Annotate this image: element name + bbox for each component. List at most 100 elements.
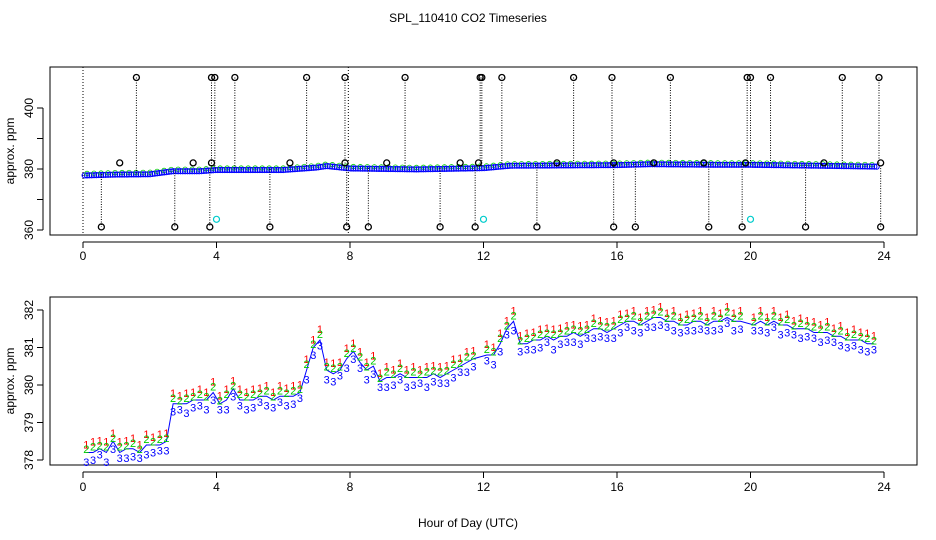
top-low-flag: [97, 223, 106, 231]
top-point: [499, 163, 506, 170]
bottom-point-series-2: 2: [290, 385, 296, 397]
bottom-point-series-1: 1: [844, 327, 850, 339]
top-point: [688, 161, 696, 168]
top-point: [693, 161, 700, 168]
top-point: [717, 161, 724, 168]
bottom-point-series-2: 2: [310, 339, 316, 351]
bottom-point-series-3: 3: [284, 401, 290, 413]
bottom-point-series-3: 3: [677, 328, 683, 340]
bottom-point-series-3: 3: [731, 326, 737, 338]
bottom-point-series-3: 3: [337, 371, 343, 383]
top-plot-frame: [49, 66, 918, 236]
bottom-point-series-1: 1: [457, 353, 463, 365]
bottom-point-series-3: 3: [437, 378, 443, 390]
top-point: [766, 161, 773, 169]
bottom-point-series-1: 1: [671, 305, 677, 317]
top-point: [618, 161, 626, 169]
bottom-point-series-2: 2: [858, 332, 864, 344]
bottom-point-series-2: 2: [230, 380, 236, 392]
top-point: [364, 165, 371, 172]
top-point: [434, 165, 441, 173]
bottom-point-series-3: 3: [657, 320, 663, 332]
bottom-point-series-1: 1: [824, 317, 830, 329]
top-point: [387, 165, 394, 173]
bottom-point-series-1: 1: [537, 324, 543, 336]
bottom-point-series-2: 2: [223, 389, 229, 401]
top-point: [280, 166, 287, 174]
bottom-point-series-1: 1: [324, 357, 330, 369]
bottom-point-series-2: 2: [424, 367, 430, 379]
bottom-point-series-2: 2: [464, 352, 470, 364]
bottom-point-series-1: 1: [277, 380, 283, 392]
top-point: [801, 162, 808, 169]
top-point: [784, 162, 791, 169]
bottom-point-series-3: 3: [497, 346, 503, 358]
top-point: [623, 161, 630, 168]
bottom-point-series-1: 1: [571, 319, 577, 331]
bottom-x-tick-label: 20: [744, 480, 758, 494]
bottom-point-series-1: 1: [150, 432, 156, 444]
bottom-point-series-1: 1: [337, 357, 343, 369]
top-point: [794, 162, 801, 169]
bottom-point-series-1: 1: [424, 362, 430, 374]
bottom-point-series-2: 2: [604, 322, 610, 334]
bottom-point-series-1: 1: [83, 439, 89, 451]
bottom-point-series-3: 3: [617, 328, 623, 340]
bottom-x-tick-label: 8: [347, 480, 354, 494]
top-point: [826, 162, 834, 170]
bottom-point-series-1: 1: [624, 308, 630, 320]
bottom-point-series-2: 2: [764, 317, 770, 329]
top-point: [226, 166, 233, 174]
top-point: [546, 162, 553, 169]
bottom-point-series-3: 3: [717, 324, 723, 336]
bottom-point-series-1: 1: [651, 304, 657, 316]
bottom-y-tick-label: 382: [22, 300, 36, 320]
bottom-point-series-2: 2: [657, 307, 663, 319]
top-point: [560, 162, 567, 169]
top-high-flag: [341, 73, 349, 82]
bottom-point-series-1: 1: [858, 327, 864, 339]
top-point: [805, 162, 813, 169]
top-point: [836, 162, 843, 170]
bottom-point-series-3: 3: [798, 333, 804, 345]
bottom-point-series-3: 3: [584, 333, 590, 345]
bottom-point-series-1: 1: [170, 388, 176, 400]
bottom-point-series-1: 1: [223, 384, 229, 396]
bottom-point-series-2: 2: [784, 314, 790, 326]
bottom-point-series-2: 2: [277, 385, 283, 397]
top-point: [780, 162, 787, 169]
top-point: [815, 162, 822, 169]
bottom-point-series-3: 3: [470, 361, 476, 373]
top-point: [752, 161, 759, 168]
bottom-point-series-2: 2: [551, 329, 557, 341]
bottom-point-series-1: 1: [123, 436, 129, 448]
top-low-flag: [171, 223, 179, 231]
top-mid-flag: [474, 159, 483, 167]
bottom-point-series-1: 1: [183, 388, 189, 400]
top-y-axis-label: approx. ppm: [3, 118, 17, 185]
bottom-point-series-1: 1: [97, 436, 103, 448]
top-point: [532, 162, 539, 169]
top-point: [196, 168, 203, 175]
bottom-point-series-1: 1: [631, 305, 637, 317]
top-point: [485, 164, 492, 171]
top-point: [658, 161, 665, 168]
bottom-y-tick-label: 378: [22, 450, 36, 470]
top-point: [569, 162, 577, 169]
top-point: [812, 162, 820, 169]
bottom-x-tick-label: 16: [610, 480, 624, 494]
top-y-tick-label: 360: [22, 220, 36, 240]
bottom-point-series-1: 1: [284, 383, 290, 395]
bottom-point-series-3: 3: [163, 446, 169, 458]
bottom-point-series-2: 2: [818, 324, 824, 336]
top-mid-flag: [383, 159, 391, 167]
bottom-point-series-2: 2: [577, 325, 583, 337]
bottom-point-series-2: 2: [237, 389, 243, 401]
bottom-point-series-3: 3: [751, 326, 757, 338]
bottom-point-series-2: 2: [417, 369, 423, 381]
top-low-flag: [801, 223, 810, 231]
bottom-point-series-2: 2: [624, 313, 630, 325]
top-point: [483, 164, 490, 171]
top-point: [118, 171, 126, 178]
top-point: [254, 166, 261, 174]
